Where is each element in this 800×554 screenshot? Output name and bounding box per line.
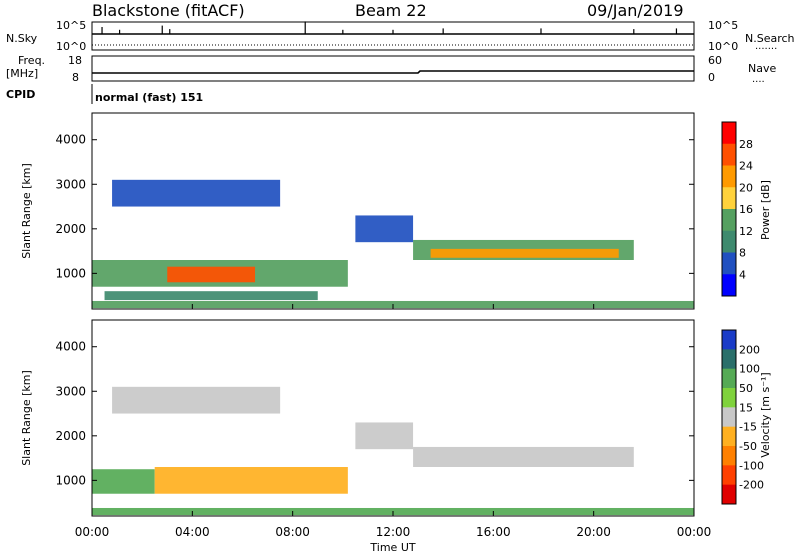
freq-panel: Freq. [MHz] 18 8 60 0 Nave ···· CPID nor… <box>6 54 776 104</box>
noise-panel: N.Sky N.Search ······· 10^5 10^0 10^5 10… <box>6 19 795 55</box>
velocity-cbar-tick-5: -50 <box>739 440 757 453</box>
noise-tick-left-top: 10^5 <box>56 19 86 32</box>
freq-tick-top: 18 <box>68 54 82 67</box>
velocity-ytick-label-2: 3000 <box>55 384 86 398</box>
xtick-label-4: 16:00 <box>476 525 511 539</box>
velocity-cbar-swatch-6 <box>722 446 736 466</box>
nave-label: Nave <box>748 62 776 75</box>
velocity-cbar-swatch-3 <box>722 388 736 408</box>
beam-title: Beam 22 <box>355 1 427 20</box>
power-ylabel: Slant Range [km] <box>20 163 33 259</box>
power-cbar-swatch-7 <box>722 274 736 297</box>
xtick-label-0: 00:00 <box>75 525 110 539</box>
power-cbar-swatch-6 <box>722 252 736 275</box>
velocity-ytick-label-0: 1000 <box>55 473 86 487</box>
velocity-cbar-swatch-8 <box>722 484 736 505</box>
power-region-6 <box>355 215 414 243</box>
power-ytick-label-1: 2000 <box>55 222 86 236</box>
power-cbar-tick-4: 20 <box>739 181 753 194</box>
power-colorbar: 4 8 12 16 20 24 28 <box>721 121 753 297</box>
power-cbar-frame <box>721 121 737 297</box>
velocity-region-2 <box>413 446 634 467</box>
velocity-ytick-label-1: 2000 <box>55 429 86 443</box>
x-axis-ticks: 00:00 04:00 08:00 12:00 16:00 20:00 00:00 <box>75 304 712 539</box>
power-cbar-tick-0: 4 <box>739 268 746 281</box>
power-cbar-swatch-1 <box>722 143 736 166</box>
velocity-panel: 1000 2000 3000 4000 Slant Range [km] 200 100… <box>20 319 772 517</box>
power-cbar-swatch-0 <box>722 122 736 145</box>
date-title: 09/Jan/2019 <box>587 1 684 20</box>
power-cbar-tick-5: 24 <box>739 160 753 173</box>
nsearch-key: ······· <box>755 44 777 55</box>
velocity-region-3 <box>112 386 281 414</box>
power-region-1 <box>167 266 256 283</box>
velocity-cbar-tick-3: 15 <box>739 401 753 414</box>
freq-label-2: [MHz] <box>6 67 38 80</box>
xtick-label-1: 04:00 <box>175 525 210 539</box>
velocity-ytick-label-3: 4000 <box>55 340 86 354</box>
xtick-label-6: 00:00 <box>677 525 712 539</box>
velocity-cbar-tick-6: -100 <box>739 459 764 472</box>
power-ytick-label-0: 1000 <box>55 266 86 280</box>
nsky-spikes <box>101 21 678 34</box>
nave-tick-bottom: 0 <box>708 71 715 84</box>
velocity-cbar-tick-7: -200 <box>739 479 764 492</box>
cpid-text: normal (fast) 151 <box>95 91 203 104</box>
nave-key: ···· <box>752 77 765 88</box>
xtick-label-2: 08:00 <box>275 525 310 539</box>
velocity-cbar-tick-2: 50 <box>739 382 753 395</box>
velocity-cbar-label: Velocity [m s⁻¹] <box>759 372 772 457</box>
power-cbar-swatch-2 <box>722 165 736 188</box>
power-yticks: 1000 2000 3000 4000 <box>55 133 694 280</box>
velocity-cbar-swatch-5 <box>722 426 736 447</box>
station-title: Blackstone (fitACF) <box>92 1 245 20</box>
velocity-cbar-swatch-1 <box>722 349 736 370</box>
nsky-label: N.Sky <box>6 32 38 45</box>
velocity-heatmap <box>92 386 694 516</box>
velocity-region-1 <box>154 467 348 494</box>
power-region-5 <box>112 179 281 207</box>
x-axis-label: Time UT <box>369 541 415 554</box>
power-ytick-label-3: 4000 <box>55 133 86 147</box>
velocity-region-4 <box>355 422 414 450</box>
nave-tick-top: 60 <box>708 54 722 67</box>
power-panel: 1000 2000 3000 4000 Slant Range [km] 4 8 12 16… <box>20 112 772 310</box>
freq-label-1: Freq. <box>18 54 45 67</box>
power-ytick-label-2: 3000 <box>55 177 86 191</box>
velocity-colorbar: 200 100 50 15 -15 -50 -100 -200 <box>721 329 764 505</box>
velocity-yticks: 1000 2000 3000 4000 <box>55 340 694 487</box>
velocity-cbar-tick-0: 200 <box>739 343 760 356</box>
nsearch-label: N.Search <box>745 32 795 45</box>
noise-tick-right-top: 10^5 <box>708 19 738 32</box>
noise-tick-right-bottom: 10^0 <box>708 40 738 53</box>
power-cbar-tick-2: 12 <box>739 225 753 238</box>
velocity-cbar-swatch-4 <box>722 407 736 428</box>
freq-trace <box>92 70 694 74</box>
velocity-cbar-tick-1: 100 <box>739 363 760 376</box>
power-cbar-swatch-3 <box>722 187 736 210</box>
noise-tick-left-bottom: 10^0 <box>56 40 86 53</box>
velocity-cbar-swatch-0 <box>722 330 736 350</box>
velocity-cbar-swatch-7 <box>722 465 736 486</box>
power-cbar-tick-1: 8 <box>739 247 746 260</box>
power-cbar-tick-3: 16 <box>739 203 753 216</box>
power-cbar-label: Power [dB] <box>759 180 772 240</box>
velocity-cbar-tick-4: -15 <box>739 421 757 434</box>
velocity-cbar-frame <box>721 329 737 505</box>
freq-tick-bottom: 8 <box>72 71 79 84</box>
velocity-ylabel: Slant Range [km] <box>20 370 33 466</box>
cpid-label: CPID <box>6 88 35 101</box>
xtick-label-5: 20:00 <box>576 525 611 539</box>
velocity-cbar-swatch-2 <box>722 368 736 389</box>
power-cbar-swatch-4 <box>722 209 736 232</box>
power-region-2 <box>104 291 318 301</box>
power-region-4 <box>430 248 619 258</box>
power-heatmap <box>92 179 694 309</box>
power-cbar-swatch-5 <box>722 230 736 253</box>
velocity-region-0 <box>92 469 155 494</box>
xtick-label-3: 12:00 <box>376 525 411 539</box>
power-cbar-tick-6: 28 <box>739 138 753 151</box>
